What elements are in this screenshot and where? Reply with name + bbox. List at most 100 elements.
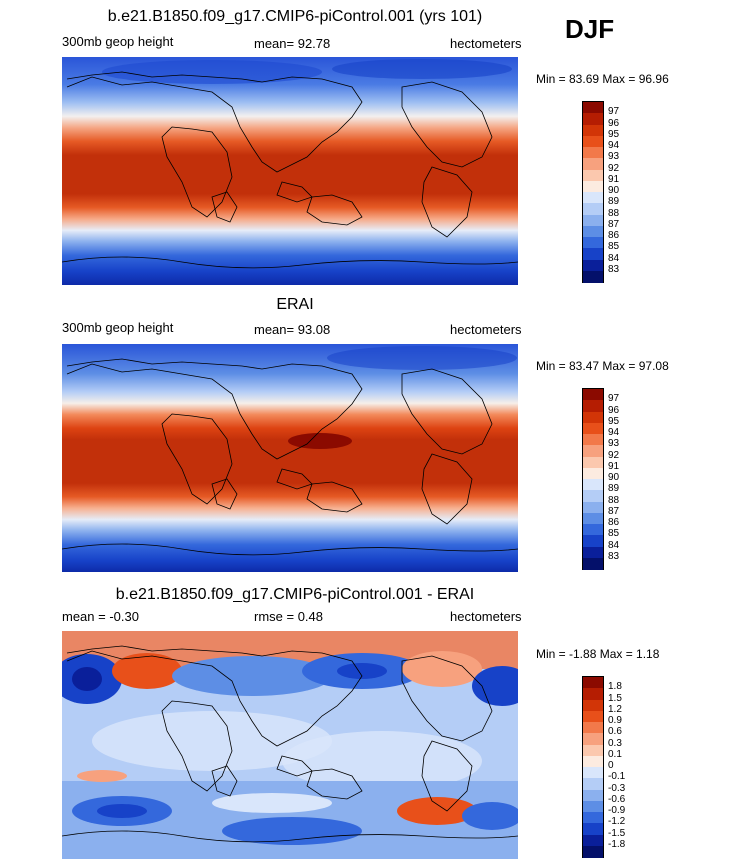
colorbar-tick-label: 0.1 (608, 748, 622, 760)
colorbar-tick-label: 97 (608, 393, 620, 405)
colorbar-tick-label: 83 (608, 263, 620, 275)
colorbar-tick-label: 85 (608, 528, 620, 540)
colorbar-swatch (583, 225, 603, 238)
panel-3-rmse-label: rmse = 0.48 (254, 609, 324, 624)
colorbar-swatch (583, 722, 603, 734)
colorbar-swatch (583, 800, 603, 813)
colorbar-tick-label: 1.5 (608, 692, 622, 704)
panel-1-variable-label: 300mb geop height (62, 34, 174, 49)
colorbar-swatch (583, 434, 603, 446)
panel-2-colorbar (582, 388, 604, 570)
colorbar-tick-label: 83 (608, 550, 620, 562)
colorbar-tick-label: 92 (608, 449, 620, 461)
colorbar-tick-label: 86 (608, 230, 620, 241)
panel-3-title: b.e21.B1850.f09_g17.CMIP6-piControl.001 … (115, 586, 475, 603)
panel-2-variable-label: 300mb geop height (62, 320, 174, 335)
colorbar-tick-label: 97 (608, 106, 620, 118)
colorbar-tick-label: 1.2 (608, 703, 622, 715)
colorbar-tick-label: 93 (608, 151, 620, 163)
colorbar-swatch (583, 147, 603, 159)
colorbar-tick-label: 88 (608, 494, 620, 506)
colorbar-tick-label: 0 (608, 760, 614, 771)
colorbar-tick-label: 0.3 (608, 737, 622, 749)
colorbar-swatch (583, 467, 603, 480)
colorbar-tick-label: -0.3 (608, 782, 626, 794)
colorbar-tick-label: 89 (608, 483, 620, 495)
panel-3-mean-label: mean = -0.30 (62, 609, 139, 624)
colorbar-swatch (583, 490, 603, 502)
colorbar-swatch (583, 124, 603, 137)
colorbar-swatch (583, 479, 603, 491)
colorbar-swatch (583, 259, 603, 272)
colorbar-swatch (583, 755, 603, 768)
panel-3-map (62, 631, 518, 859)
colorbar-swatch (583, 248, 603, 260)
panel-2-title: ERAI (276, 296, 314, 313)
colorbar-swatch (583, 778, 603, 790)
colorbar-swatch (583, 169, 603, 182)
colorbar-swatch (583, 789, 603, 802)
colorbar-swatch (583, 192, 603, 204)
colorbar-swatch (583, 710, 603, 723)
colorbar-swatch (583, 135, 603, 148)
colorbar-swatch (583, 699, 603, 712)
colorbar-swatch (583, 411, 603, 424)
colorbar-swatch (583, 688, 603, 700)
colorbar-swatch (583, 422, 603, 435)
colorbar-swatch (583, 102, 603, 114)
colorbar-tick-label: 92 (608, 162, 620, 174)
colorbar-swatch (583, 400, 603, 412)
panel-3-minmax: Min = -1.88 Max = 1.18 (536, 647, 660, 661)
colorbar-tick-label: 88 (608, 207, 620, 219)
colorbar-tick-label: 95 (608, 415, 620, 427)
panel-3-field (62, 631, 518, 859)
panel-2-units-label: hectometers (450, 322, 522, 337)
panel-1-mean-label: mean= 92.78 (254, 36, 331, 51)
colorbar-swatch (583, 456, 603, 469)
colorbar-tick-label: -0.9 (608, 805, 626, 816)
panel-2-field (62, 344, 518, 572)
colorbar-tick-label: 94 (608, 427, 620, 438)
colorbar-swatch (583, 113, 603, 125)
colorbar-tick-label: 93 (608, 438, 620, 450)
colorbar-swatch (583, 733, 603, 745)
colorbar-tick-label: 96 (608, 404, 620, 416)
colorbar-tick-label: 96 (608, 117, 620, 129)
colorbar-swatch (583, 677, 603, 689)
colorbar-swatch (583, 546, 603, 559)
colorbar-swatch (583, 445, 603, 457)
colorbar-tick-label: 1.8 (608, 681, 622, 693)
panel-1-minmax: Min = 83.69 Max = 96.96 (536, 72, 669, 86)
colorbar-tick-label: 90 (608, 472, 620, 483)
panel-1-map (62, 57, 518, 285)
panel-3-colorbar (582, 676, 604, 858)
colorbar-swatch (583, 214, 603, 227)
panel-1-units-label: hectometers (450, 36, 522, 51)
colorbar-tick-label: -0.6 (608, 793, 626, 805)
colorbar-tick-label: 0.6 (608, 726, 622, 738)
colorbar-swatch (583, 834, 603, 847)
season-label: DJF (565, 14, 615, 44)
panel-2-minmax: Min = 83.47 Max = 97.08 (536, 359, 669, 373)
panel-2-mean-label: mean= 93.08 (254, 322, 331, 337)
colorbar-tick-label: 95 (608, 128, 620, 140)
colorbar-tick-label: 84 (608, 539, 620, 551)
colorbar-swatch (583, 203, 603, 215)
colorbar-tick-label: 91 (608, 173, 620, 185)
colorbar-swatch (583, 237, 603, 249)
panel-1-colorbar (582, 101, 604, 283)
colorbar-tick-label: -1.2 (608, 816, 626, 828)
colorbar-tick-label: 90 (608, 185, 620, 196)
colorbar-tick-label: 84 (608, 252, 620, 264)
colorbar-swatch (583, 389, 603, 401)
colorbar-tick-label: 87 (608, 218, 620, 230)
colorbar-swatch (583, 812, 603, 824)
colorbar-swatch (583, 823, 603, 835)
colorbar-swatch (583, 845, 603, 858)
colorbar-tick-label: 85 (608, 241, 620, 253)
colorbar-tick-label: 89 (608, 196, 620, 208)
colorbar-tick-label: 86 (608, 517, 620, 528)
colorbar-tick-label: 94 (608, 140, 620, 151)
colorbar-tick-label: 87 (608, 505, 620, 517)
colorbar-tick-label: -1.8 (608, 838, 626, 850)
